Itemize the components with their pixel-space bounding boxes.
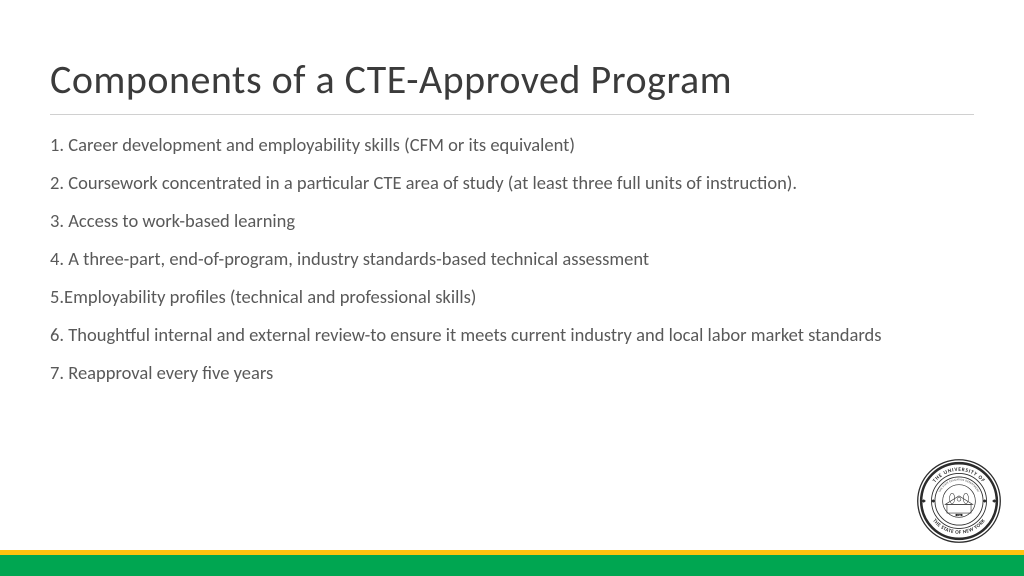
slide-title: Components of a CTE-Approved Program xyxy=(50,55,974,104)
university-seal-icon: THE UNIVERSITY OF THE STATE OF NEW YORK … xyxy=(916,458,1002,544)
list-item: 4. A three-part, end-of-program, industr… xyxy=(50,247,974,271)
list-item: 5.Employability profiles (technical and … xyxy=(50,285,974,309)
bottom-main-stripe xyxy=(0,555,1024,576)
svg-text:1784: 1784 xyxy=(957,514,961,517)
list-item: 2. Coursework concentrated in a particul… xyxy=(50,171,974,195)
list-item: 1. Career development and employability … xyxy=(50,133,974,157)
list-item: 3. Access to work-based learning xyxy=(50,209,974,233)
list-item: 7. Reapproval every five years xyxy=(50,361,974,385)
body-list: 1. Career development and employability … xyxy=(50,133,974,385)
title-underline xyxy=(50,114,974,115)
slide-container: Components of a CTE-Approved Program 1. … xyxy=(0,0,1024,576)
bottom-bar xyxy=(0,550,1024,576)
list-item: 6. Thoughtful internal and external revi… xyxy=(50,323,974,347)
